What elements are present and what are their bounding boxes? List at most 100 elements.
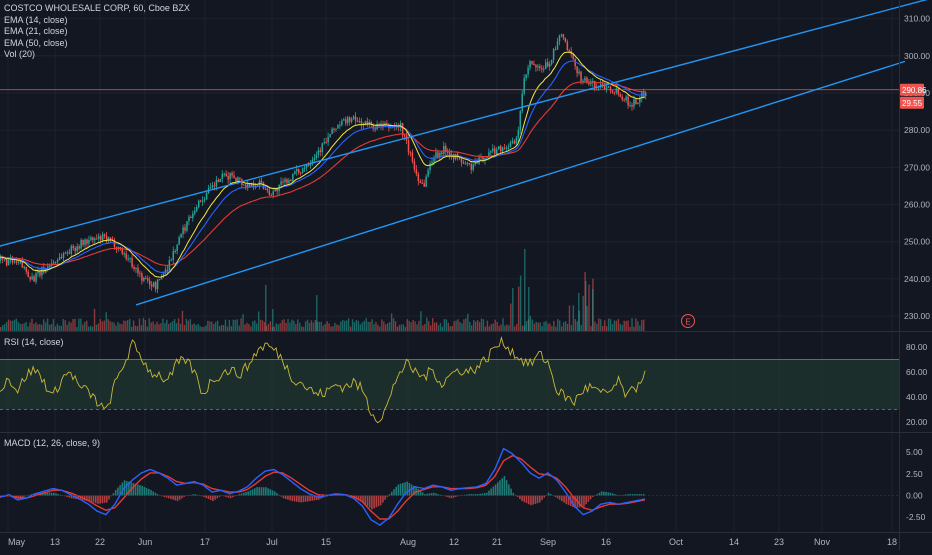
candle-body <box>337 125 339 129</box>
candle-body <box>37 270 39 274</box>
volume-bar <box>132 320 135 331</box>
macd-histogram-bar <box>410 484 413 496</box>
candle-body <box>533 63 535 66</box>
volume-bar <box>179 323 182 331</box>
macd-pane[interactable] <box>0 447 899 526</box>
candle-body <box>192 213 194 218</box>
candle-body <box>223 173 225 175</box>
candle-body <box>566 41 569 51</box>
legend-ema14[interactable]: EMA (14, close) <box>4 14 68 25</box>
macd-histogram-bar <box>265 487 267 496</box>
candle-body <box>188 216 190 222</box>
x-tick-label: 22 <box>95 537 105 547</box>
volume-bar <box>635 318 637 331</box>
macd-histogram-bar <box>234 495 236 497</box>
earnings-marker[interactable]: E <box>681 314 695 328</box>
volume-bar <box>539 322 541 331</box>
volume-bar <box>637 321 639 331</box>
candle-body <box>348 117 351 122</box>
x-tick-label: 18 <box>887 537 897 547</box>
volume-bar <box>113 322 115 331</box>
candle-body <box>7 260 10 266</box>
volume-bar <box>50 324 53 331</box>
candle-body <box>1 257 4 260</box>
legend-ema21[interactable]: EMA (21, close) <box>4 26 68 36</box>
volume-bar <box>299 322 301 331</box>
volume-bar <box>588 284 590 331</box>
volume-bar <box>136 326 139 331</box>
candle-body <box>631 105 633 107</box>
volume-bar <box>5 322 8 331</box>
volume-bar <box>568 305 571 331</box>
candle-body <box>96 238 98 240</box>
channel-lower-line[interactable] <box>135 60 906 306</box>
volume-bar <box>506 324 508 331</box>
legend-volume[interactable]: Vol (20) <box>4 49 36 59</box>
rsi-pane[interactable] <box>0 335 899 424</box>
volume-bar <box>490 324 492 331</box>
volume-bar <box>564 321 567 331</box>
candle-body <box>62 253 65 258</box>
volume-bar <box>345 320 348 331</box>
candle-body <box>245 184 247 189</box>
volume-bar <box>134 325 137 331</box>
macd-histogram-bar <box>505 480 508 496</box>
volume-bar <box>517 286 520 331</box>
macd-histogram-bar <box>406 481 409 496</box>
macd-histogram-bar <box>88 495 90 502</box>
macd-histogram-bar <box>488 490 490 496</box>
candle-body <box>603 84 606 90</box>
macd-title[interactable]: MACD (12, 26, close, 9) <box>4 438 101 448</box>
volume-bar <box>385 324 387 331</box>
price-pane[interactable] <box>0 0 932 331</box>
candle-body <box>43 267 45 273</box>
volume-bar <box>500 324 502 331</box>
volume-bar <box>103 320 105 331</box>
symbol-title[interactable]: COSTCO WHOLESALE CORP, 60, Cboe BZX <box>4 3 190 13</box>
macd-histogram-bar <box>307 495 309 502</box>
candle-body <box>325 142 327 144</box>
candle-body <box>221 173 224 180</box>
x-tick-label: 23 <box>774 537 784 547</box>
volume-bar <box>342 319 344 331</box>
macd-histogram-bar <box>163 495 166 497</box>
macd-histogram-bar <box>242 492 245 496</box>
volume-bar <box>148 318 150 331</box>
candle-body <box>619 94 622 97</box>
macd-histogram-bar <box>167 495 170 499</box>
candle-body <box>474 161 476 165</box>
candle-body <box>127 258 129 260</box>
macd-histogram-bar <box>291 495 294 502</box>
macd-histogram-bar <box>66 495 68 497</box>
macd-histogram-bar <box>382 495 384 503</box>
legend-ema50[interactable]: EMA (50, close) <box>4 37 68 48</box>
candle-body <box>303 167 306 169</box>
volume-bar <box>248 324 250 331</box>
candle-body <box>576 66 578 74</box>
volume-bar <box>275 323 277 331</box>
macd-histogram-bar <box>519 495 521 499</box>
macd-histogram-bar <box>24 495 26 497</box>
volume-bar <box>146 326 148 331</box>
candle-body <box>54 261 57 263</box>
channel-upper-line[interactable] <box>0 0 932 247</box>
volume-bar <box>191 324 193 331</box>
macd-histogram-bar <box>446 495 448 497</box>
rsi-title[interactable]: RSI (14, close) <box>4 337 64 347</box>
volume-bar <box>54 326 57 331</box>
candle-body <box>294 171 296 174</box>
macd-histogram-bar <box>574 495 576 509</box>
candle-body <box>494 148 496 155</box>
volume-bar <box>467 313 469 331</box>
volume-bar <box>60 325 62 331</box>
candle-body <box>637 102 639 105</box>
macd-histogram-bar <box>428 493 431 496</box>
candle-body <box>417 173 420 182</box>
candle-body <box>323 142 325 144</box>
candle-body <box>56 259 59 262</box>
volume-bar <box>150 322 152 331</box>
candle-body <box>297 169 300 173</box>
macd-histogram-bar <box>216 495 219 499</box>
